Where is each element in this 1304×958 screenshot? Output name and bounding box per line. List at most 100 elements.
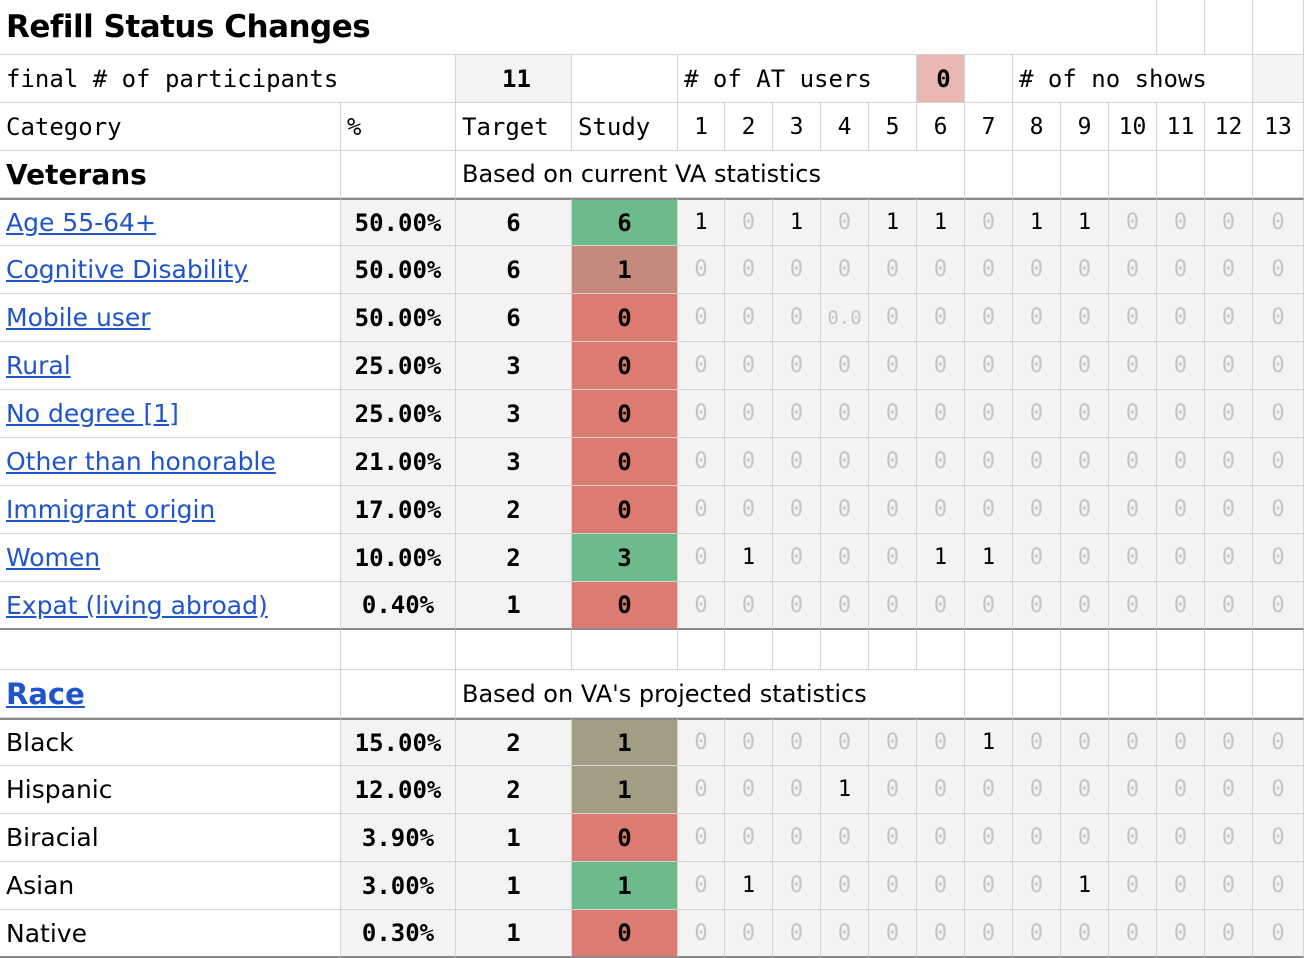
session-count[interactable]: 1 (821, 766, 869, 814)
session-count[interactable]: 0 (917, 486, 965, 534)
session-count[interactable]: 0 (678, 438, 725, 486)
category-label[interactable]: Rural (0, 342, 341, 390)
session-count[interactable]: 0 (1205, 718, 1253, 766)
session-count[interactable]: 0 (917, 814, 965, 862)
empty-cell[interactable] (1205, 630, 1253, 670)
session-count[interactable]: 0 (869, 582, 917, 630)
empty-cell[interactable] (917, 670, 965, 718)
session-count[interactable]: 0 (1253, 294, 1304, 342)
empty-cell[interactable] (725, 630, 773, 670)
session-count[interactable]: 0 (1253, 198, 1304, 246)
session-count[interactable]: 0 (1061, 582, 1109, 630)
session-count[interactable]: 0 (773, 438, 821, 486)
session-count[interactable]: 0 (773, 246, 821, 294)
session-count[interactable]: 0 (1157, 534, 1205, 582)
session-count[interactable]: 0 (917, 294, 965, 342)
session-count[interactable]: 0 (1253, 718, 1304, 766)
session-count[interactable]: 0 (1061, 766, 1109, 814)
category-label[interactable]: Expat (living abroad) (0, 582, 341, 630)
session-count[interactable]: 1 (965, 718, 1013, 766)
session-count[interactable]: 0 (1205, 486, 1253, 534)
target-value[interactable]: 2 (456, 718, 572, 766)
target-value[interactable]: 3 (456, 438, 572, 486)
category-label[interactable]: Asian (0, 862, 341, 910)
session-count[interactable]: 0 (773, 486, 821, 534)
empty-cell[interactable] (1253, 670, 1304, 718)
session-count[interactable]: 0 (965, 486, 1013, 534)
session-count[interactable]: 0 (1061, 814, 1109, 862)
empty-cell[interactable] (1253, 151, 1304, 198)
session-count[interactable]: 0 (725, 342, 773, 390)
session-count[interactable]: 0 (1013, 486, 1061, 534)
category-label[interactable]: Black (0, 718, 341, 766)
empty-cell[interactable] (1061, 670, 1109, 718)
session-count[interactable]: 0 (773, 582, 821, 630)
col-header-session[interactable]: 3 (773, 103, 821, 151)
session-count[interactable]: 0 (725, 718, 773, 766)
col-header-session[interactable]: 12 (1205, 103, 1253, 151)
empty-cell[interactable] (1205, 0, 1253, 55)
col-header-session[interactable]: 1 (678, 103, 725, 151)
session-count[interactable]: 0 (1109, 862, 1157, 910)
session-count[interactable]: 0 (773, 910, 821, 958)
empty-cell[interactable] (572, 55, 678, 103)
session-count[interactable]: 0 (869, 534, 917, 582)
session-count[interactable]: 0 (1061, 486, 1109, 534)
session-count[interactable]: 0 (869, 342, 917, 390)
study-value[interactable]: 0 (572, 342, 678, 390)
session-count[interactable]: 0 (1205, 766, 1253, 814)
session-count[interactable]: 0 (1013, 246, 1061, 294)
session-count[interactable]: 0 (917, 438, 965, 486)
session-count[interactable]: 1 (917, 198, 965, 246)
session-count[interactable]: 0 (773, 814, 821, 862)
study-value[interactable]: 0 (572, 814, 678, 862)
session-count[interactable]: 0 (965, 294, 1013, 342)
session-count[interactable]: 0 (1109, 486, 1157, 534)
pct-value[interactable]: 21.00% (341, 438, 456, 486)
session-count[interactable]: 0 (917, 390, 965, 438)
empty-cell[interactable] (1157, 151, 1205, 198)
pct-value[interactable]: 25.00% (341, 390, 456, 438)
col-header-session[interactable]: 4 (821, 103, 869, 151)
session-count[interactable]: 0 (821, 582, 869, 630)
session-count[interactable]: 0 (869, 718, 917, 766)
session-count[interactable]: 0 (1109, 390, 1157, 438)
veterans-note[interactable]: Based on current VA statistics (456, 151, 917, 198)
col-header-session[interactable]: 7 (965, 103, 1013, 151)
session-count[interactable]: 0 (725, 198, 773, 246)
empty-cell[interactable] (678, 630, 725, 670)
session-count[interactable]: 0 (1061, 246, 1109, 294)
study-value[interactable]: 0 (572, 438, 678, 486)
session-count[interactable]: 1 (725, 534, 773, 582)
session-count[interactable]: 1 (1061, 862, 1109, 910)
pct-value[interactable]: 50.00% (341, 198, 456, 246)
session-count[interactable]: 0 (1205, 862, 1253, 910)
session-count[interactable]: 0 (678, 910, 725, 958)
session-count[interactable]: 0 (1109, 438, 1157, 486)
session-count[interactable]: 0 (1013, 766, 1061, 814)
session-count[interactable]: 0 (965, 246, 1013, 294)
session-count[interactable]: 0 (1205, 294, 1253, 342)
session-count[interactable]: 0 (1013, 862, 1061, 910)
empty-cell[interactable] (341, 670, 456, 718)
col-header-session[interactable]: 9 (1061, 103, 1109, 151)
target-value[interactable]: 3 (456, 390, 572, 438)
category-label[interactable]: Biracial (0, 814, 341, 862)
session-count[interactable]: 0 (678, 390, 725, 438)
session-count[interactable]: 0 (1157, 246, 1205, 294)
study-value[interactable]: 1 (572, 718, 678, 766)
session-count[interactable]: 0 (821, 862, 869, 910)
session-count[interactable]: 0 (965, 766, 1013, 814)
target-value[interactable]: 2 (456, 766, 572, 814)
session-count[interactable]: 0 (821, 534, 869, 582)
session-count[interactable]: 0 (1205, 534, 1253, 582)
session-count[interactable]: 0 (1253, 814, 1304, 862)
session-count[interactable]: 0 (1253, 862, 1304, 910)
session-count[interactable]: 1 (678, 198, 725, 246)
session-count[interactable]: 0 (1253, 534, 1304, 582)
empty-cell[interactable] (965, 630, 1013, 670)
empty-cell[interactable] (1109, 670, 1157, 718)
session-count[interactable]: 0 (725, 910, 773, 958)
empty-cell[interactable] (1109, 151, 1157, 198)
target-value[interactable]: 1 (456, 814, 572, 862)
